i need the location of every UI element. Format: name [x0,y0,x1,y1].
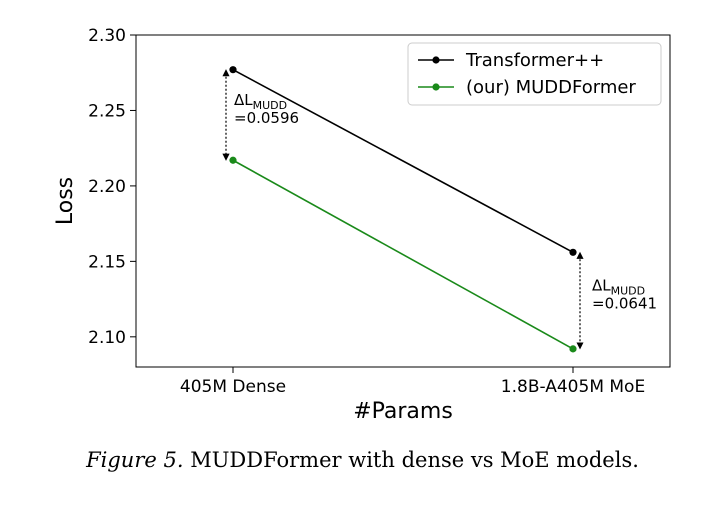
x-axis-title: #Params [353,399,453,424]
y-tick-label: 2.10 [88,328,126,348]
legend-swatch-marker [432,56,440,64]
y-tick-label: 2.30 [88,26,126,46]
data-point [569,345,577,353]
series-line [232,159,574,350]
data-point [229,66,237,74]
data-point [229,156,237,164]
x-tick-label: 405M Dense [180,377,286,397]
figure-number: Figure 5. [86,448,184,472]
x-tick-label: 1.8B-A405M MoE [501,377,645,397]
plot-area-frame [135,34,671,368]
legend-label: Transformer++ [465,50,604,71]
y-tick-label: 2.15 [88,252,126,272]
caption-text: MUDDFormer with dense vs MoE models. [190,448,639,472]
y-axis-title: Loss [53,177,78,225]
legend-swatch-marker [432,83,440,91]
y-tick-label: 2.20 [88,177,126,197]
data-point [569,248,577,256]
loss-chart: 2.10 2.15 2.20 2.25 2.30 405M Dense 1.8B-A405M… [53,26,671,424]
legend-box [407,42,662,106]
delta-value: =0.0596 [234,109,299,127]
legend-label: (our) MUDDFormer [466,77,636,98]
y-tick-label: 2.25 [88,101,126,121]
figure-caption: Figure 5. MUDDFormer with dense vs MoE m… [0,448,725,472]
delta-value: =0.0641 [592,295,657,313]
series-line [232,69,574,254]
